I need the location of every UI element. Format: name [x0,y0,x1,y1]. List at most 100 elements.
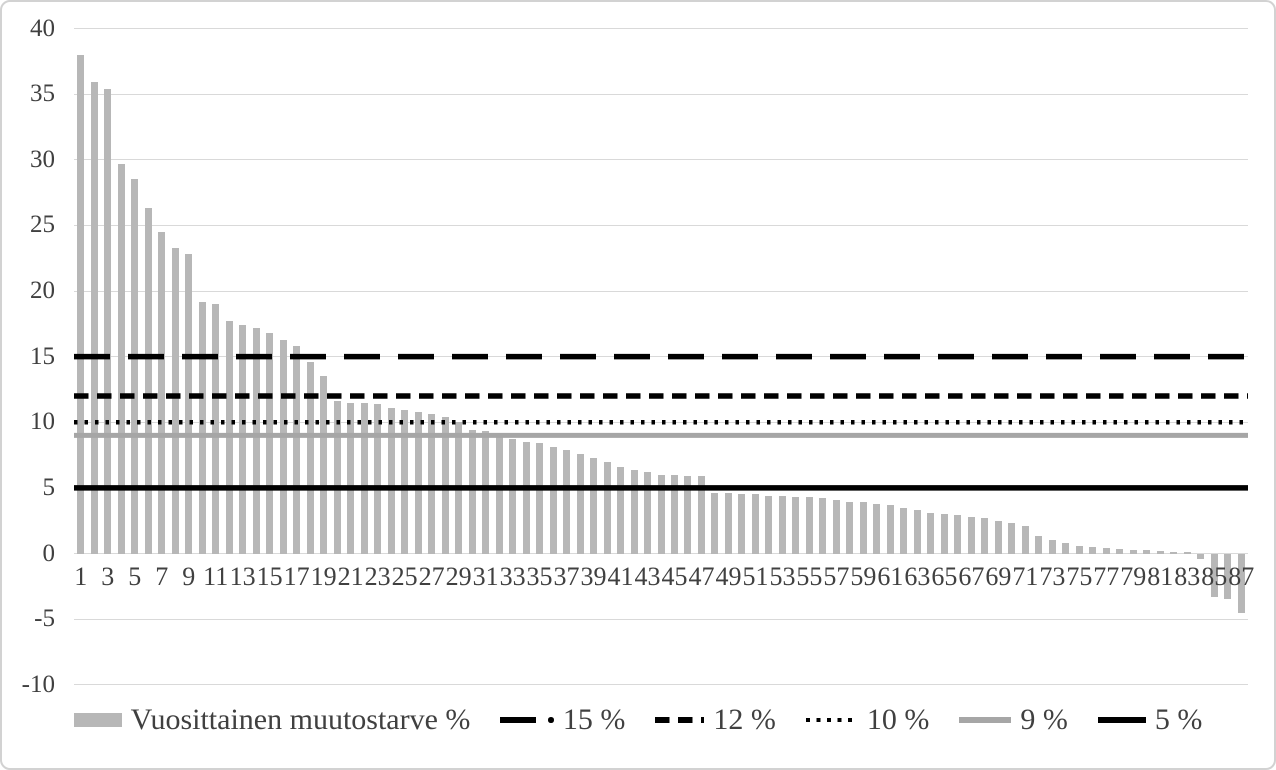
bar [563,449,571,554]
bar [657,474,665,554]
gray-solid-line-icon [959,717,1012,723]
bar [441,417,449,554]
x-tick-label: 83 [1174,562,1201,591]
x-tick-label: 45 [661,562,688,591]
gridline [74,28,1248,29]
x-tick-label: 21 [337,562,364,591]
bar [414,411,422,554]
bar [684,476,692,554]
x-tick-label: 41 [607,562,634,591]
gridline [74,93,1248,95]
bar [279,339,287,554]
x-tick-label: 39 [580,562,607,591]
x-tick-label: 11 [203,562,229,591]
bar [913,510,921,554]
bar [171,247,179,554]
bar [482,431,490,554]
x-tick-label: 73 [1039,562,1066,591]
legend-label: 15 % [562,703,626,736]
dotted-line-icon [805,717,858,723]
x-tick-label: 7 [155,562,169,591]
bar [630,469,638,554]
gridline [74,618,1248,620]
bar [1197,553,1205,559]
x-tick-label: 35 [526,562,553,591]
bar [131,179,139,554]
x-tick-label: 71 [1012,562,1039,591]
x-tick-label: 43 [634,562,661,591]
bar [374,403,382,554]
bar [293,346,301,554]
black-solid-line-icon [1097,717,1146,723]
x-tick-label: 53 [769,562,796,591]
bar [1102,548,1110,554]
bar [333,401,341,554]
gridline [74,290,1248,292]
bar [522,441,530,554]
bar [886,504,894,554]
bar [90,82,98,554]
bar [792,497,800,554]
bar [117,163,125,554]
bar [1183,552,1191,554]
x-tick-label: 77 [1093,562,1120,591]
bar [1210,553,1218,597]
x-tick-label: 65 [931,562,958,591]
bar [927,512,935,554]
y-tick-label: -10 [21,670,55,698]
bar-swatch-icon [73,713,122,727]
gridline [74,553,1248,554]
bar [401,410,409,554]
bar [1035,536,1043,554]
x-tick-label: 81 [1147,562,1174,591]
bar [603,461,611,554]
bar [360,402,368,554]
bar [954,515,962,554]
legend-item-12: 12 % [655,703,776,737]
bar [617,466,625,554]
x-tick-label: 17 [283,562,310,591]
bar [994,520,1002,554]
x-tick-label: 61 [877,562,904,591]
x-tick-label: 67 [958,562,985,591]
x-tick-label: 33 [499,562,526,591]
x-tick-label: 23 [364,562,391,591]
bar [266,333,274,554]
bar [981,518,989,554]
legend-label: Vuosittainen muutostarve % [130,703,471,736]
x-tick-label: 1 [74,562,88,591]
x-tick-label: 55 [796,562,823,591]
legend-label: 9 % [1020,703,1068,736]
bar [144,208,152,554]
bar [724,493,732,554]
gridline [74,356,1248,358]
bar [1089,546,1097,554]
bar [185,254,193,554]
bar [1129,549,1137,554]
x-tick-label: 19 [310,562,337,591]
bar [252,327,260,554]
y-tick-label: 20 [30,277,55,304]
x-tick-label: 87 [1228,562,1255,591]
bar [697,476,705,554]
bar [198,301,206,554]
bar [549,447,557,554]
bar [77,54,85,554]
x-tick-label: 3 [101,562,115,591]
x-tick-label: 69 [985,562,1012,591]
legend: Vuosittainen muutostarve % 15 % 12 % 10 … [2,703,1274,737]
x-tick-label: 25 [391,562,418,591]
long-dash-dot-line-icon [500,717,554,723]
bar [711,493,719,554]
bar [805,497,813,554]
x-tick-label: 13 [229,562,256,591]
legend-item-9: 9 % [959,703,1068,737]
bar [846,502,854,554]
bar [900,507,908,554]
bar [1075,545,1083,554]
y-tick-label: -5 [34,605,55,633]
bar [495,432,503,554]
y-tick-label: 5 [42,473,56,501]
gridline [74,159,1248,161]
